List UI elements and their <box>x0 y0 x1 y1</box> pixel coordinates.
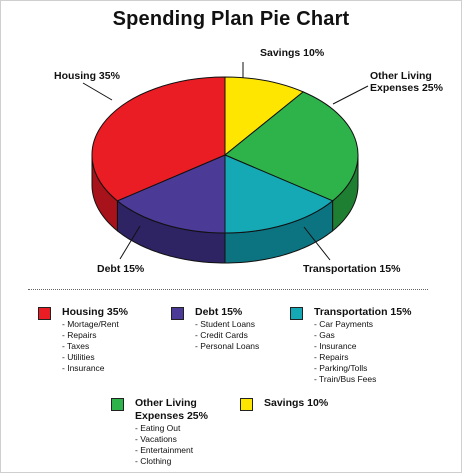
callout-line-other-living-expenses <box>332 85 369 105</box>
pie-slice-transportation <box>224 154 334 234</box>
legend-title: Transportation 15% <box>314 306 412 318</box>
slice-label-savings: Savings 10% <box>260 47 325 59</box>
legend-subitem: Eating Out <box>135 423 193 434</box>
chart-title: Spending Plan Pie Chart <box>112 8 350 30</box>
legend-subitem: Student Loans <box>195 319 259 330</box>
slice-label-housing: Housing 35% <box>54 70 121 82</box>
pie-chart: Savings 10% Other Living Expenses 25% Trans… <box>54 47 444 275</box>
legend-subitems: Car PaymentsGasInsuranceRepairsParking/T… <box>314 319 376 385</box>
legend-subitem: Vacations <box>135 434 193 445</box>
legend-swatch <box>38 307 51 320</box>
slice-label-transportation: Transportation 15% <box>303 263 401 275</box>
legend-swatch <box>111 398 124 411</box>
legend-title: Savings 10% <box>264 397 329 409</box>
legend-subitem: Mortage/Rent <box>62 319 119 330</box>
legend-title: Other Living Expenses 25% <box>135 397 208 422</box>
legend-title: Housing 35% <box>62 306 128 318</box>
callout-line-housing <box>82 82 113 101</box>
pie-slice-debt <box>116 154 226 234</box>
legend-subitems: Eating OutVacationsEntertainmentClothing <box>135 423 193 467</box>
legend-subitem: Gas <box>314 330 376 341</box>
pie-labels: Savings 10% Other Living Expenses 25% Trans… <box>54 47 444 275</box>
legend-subitems: Mortage/RentRepairsTaxesUtilitiesInsuran… <box>62 319 119 374</box>
legend-subitem: Car Payments <box>314 319 376 330</box>
pie-slice-housing <box>91 76 226 202</box>
legend-subitem: Train/Bus Fees <box>314 374 376 385</box>
legend-subitem: Entertainment <box>135 445 193 456</box>
legend-subitem: Taxes <box>62 341 119 352</box>
pie-slice-other-living-expenses <box>224 91 359 202</box>
legend-subitem: Insurance <box>314 341 376 352</box>
legend-subitem: Parking/Tolls <box>314 363 376 374</box>
pie-slice-savings <box>224 76 305 157</box>
legend-subitem: Repairs <box>62 330 119 341</box>
legend-subitems: Student LoansCredit CardsPersonal Loans <box>195 319 259 352</box>
legend-subitem: Repairs <box>314 352 376 363</box>
legend-subitem: Insurance <box>62 363 119 374</box>
legend-swatch <box>171 307 184 320</box>
legend-subitem: Clothing <box>135 456 193 467</box>
slice-label-debt: Debt 15% <box>97 263 145 275</box>
legend-subitem: Credit Cards <box>195 330 259 341</box>
legend-divider <box>28 289 428 290</box>
slice-label-other-living-expenses: Other Living Expenses 25% <box>370 70 444 94</box>
legend-title: Debt 15% <box>195 306 243 318</box>
pie-top <box>91 76 359 234</box>
legend-swatch <box>240 398 253 411</box>
callout-line-debt <box>119 225 141 260</box>
legend-subitem: Personal Loans <box>195 341 259 352</box>
callout-line-transportation <box>303 226 331 261</box>
legend-swatch <box>290 307 303 320</box>
legend-subitem: Utilities <box>62 352 119 363</box>
